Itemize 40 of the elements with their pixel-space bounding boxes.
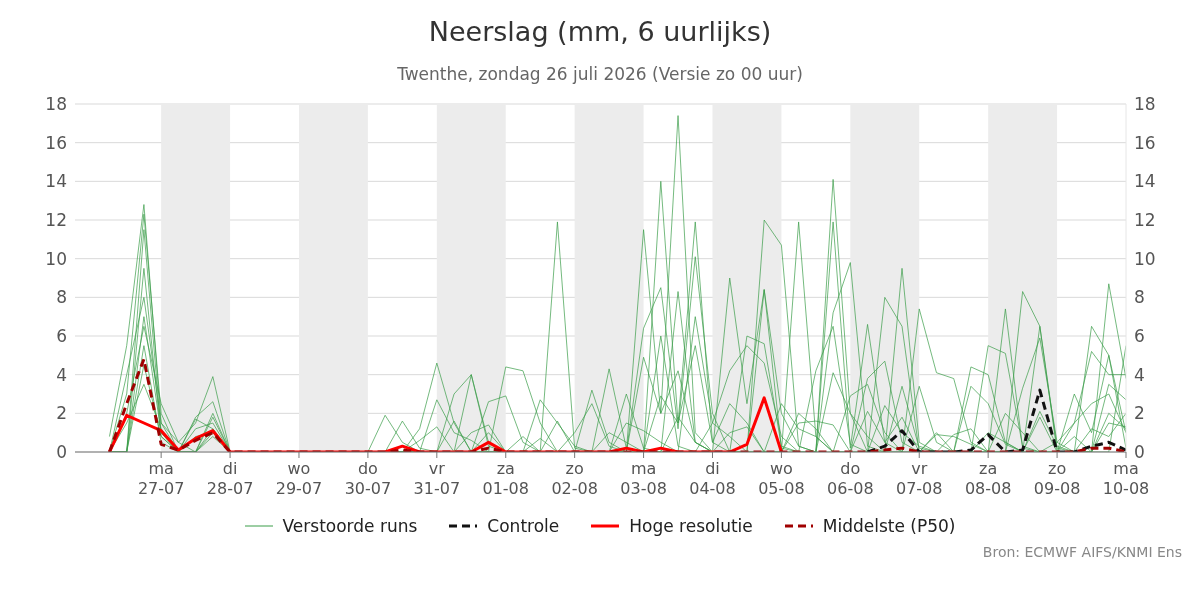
x-tick-label: za 01-08 bbox=[482, 459, 529, 498]
x-tick-label: zo 02-08 bbox=[551, 459, 598, 498]
y2-tick-label: 18 bbox=[1134, 94, 1156, 115]
x-tick-label: ma 03-08 bbox=[620, 459, 667, 498]
y-tick-label: 16 bbox=[45, 132, 67, 153]
y-tick-label: 10 bbox=[45, 248, 67, 269]
x-tick-label: wo 05-08 bbox=[758, 459, 805, 498]
y2-tick-label: 4 bbox=[1134, 364, 1145, 385]
chart-subtitle: Twenthe, zondag 26 juli 2026 (Versie zo 00 uur) bbox=[396, 64, 804, 86]
x-tick-label: wo 29-07 bbox=[275, 459, 323, 498]
y-tick-label: 4 bbox=[56, 364, 67, 385]
x-tick-label: do 06-08 bbox=[827, 459, 874, 498]
y-tick-label: 0 bbox=[56, 442, 67, 463]
x-tick-label: di 28-07 bbox=[206, 459, 254, 498]
y2-tick-label: 12 bbox=[1134, 210, 1156, 231]
chart-title: Neerslag (mm, 6 uurlijks) bbox=[427, 16, 773, 49]
legend-label: Middelste (P50) bbox=[822, 516, 956, 536]
y-tick-label: 2 bbox=[56, 403, 67, 424]
text: Bron: ECMWF AIFS/KNMI Ens bbox=[982, 544, 1182, 560]
x-tick-label: za 08-08 bbox=[964, 459, 1012, 498]
y2-tick-label: 10 bbox=[1134, 248, 1156, 269]
y2-tick-label: 8 bbox=[1134, 287, 1145, 308]
x-tick-label: di 04-08 bbox=[689, 459, 736, 498]
legend-label: Controle bbox=[487, 516, 560, 536]
y2-tick-label: 16 bbox=[1134, 132, 1156, 153]
x-tick-label: zo 09-08 bbox=[1033, 459, 1081, 498]
y-tick-label: 8 bbox=[56, 287, 67, 308]
y-tick-label: 18 bbox=[45, 94, 67, 115]
legend-label: Hoge resolutie bbox=[629, 516, 753, 536]
x-tick-label: vr 31-07 bbox=[413, 459, 461, 498]
x-tick-label: vr 07-08 bbox=[896, 459, 943, 498]
y2-tick-label: 2 bbox=[1134, 403, 1145, 424]
y-tick-label: 12 bbox=[45, 210, 67, 231]
y2-tick-label: 14 bbox=[1134, 171, 1156, 192]
y-tick-label: 6 bbox=[56, 326, 67, 347]
x-tick-label: do 30-07 bbox=[344, 459, 392, 498]
x-tick-label: ma 27-07 bbox=[137, 459, 185, 498]
y-tick-label: 14 bbox=[45, 171, 67, 192]
legend-label: Verstoorde runs bbox=[282, 516, 418, 536]
y2-tick-label: 6 bbox=[1134, 326, 1145, 347]
